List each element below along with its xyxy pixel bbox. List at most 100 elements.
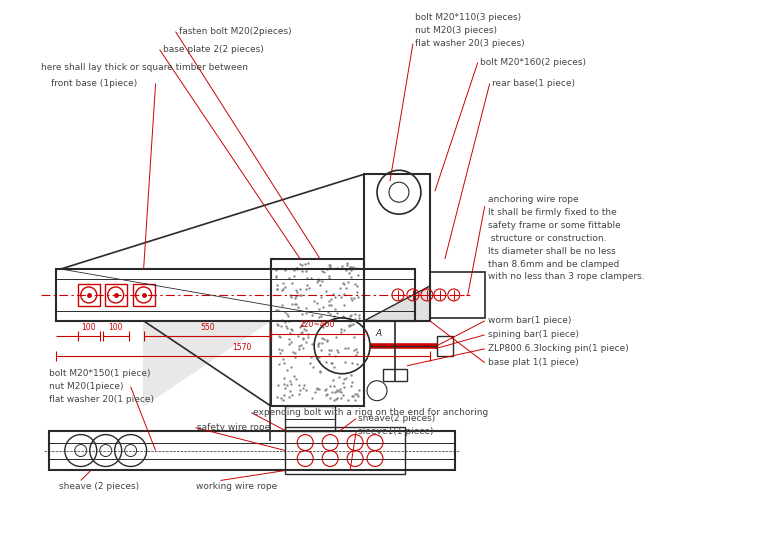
Point: [348, 332, 360, 341]
Text: Its diameter shall be no less: Its diameter shall be no less: [488, 247, 615, 255]
Point: [278, 358, 291, 367]
Point: [350, 345, 362, 353]
Point: [348, 280, 361, 288]
Point: [277, 285, 289, 293]
Point: [342, 344, 355, 352]
Point: [338, 278, 350, 287]
Point: [314, 280, 326, 289]
Point: [274, 349, 286, 358]
Point: [294, 322, 306, 331]
Point: [293, 381, 305, 390]
Point: [288, 293, 301, 302]
Point: [328, 352, 341, 360]
Point: [312, 276, 325, 285]
Point: [331, 386, 343, 395]
Point: [288, 272, 301, 280]
Point: [278, 391, 290, 400]
Point: [313, 357, 325, 365]
Point: [275, 286, 288, 294]
Text: than 8.6mm and be clamped: than 8.6mm and be clamped: [488, 260, 619, 268]
Point: [284, 329, 296, 338]
Point: [271, 393, 283, 402]
Point: [322, 308, 335, 317]
Point: [291, 288, 303, 296]
Text: sheave(2 pieces): sheave(2 pieces): [358, 414, 435, 423]
Point: [320, 384, 332, 393]
Point: [321, 336, 333, 345]
Point: [290, 375, 302, 384]
Point: [295, 341, 308, 349]
Point: [270, 273, 282, 281]
Point: [298, 260, 311, 268]
Bar: [285, 427, 405, 474]
Point: [331, 394, 343, 403]
Text: worm bar(1 piece): worm bar(1 piece): [488, 316, 571, 325]
Point: [298, 381, 311, 390]
Point: [345, 321, 358, 329]
Point: [345, 272, 358, 281]
Point: [315, 293, 327, 301]
Point: [349, 310, 361, 319]
Text: here shall lay thick or square timber between: here shall lay thick or square timber be…: [41, 63, 248, 72]
Point: [329, 315, 341, 324]
Point: [298, 324, 310, 333]
Point: [275, 316, 288, 325]
Point: [272, 345, 285, 354]
Point: [311, 298, 324, 307]
Point: [323, 261, 335, 269]
Text: flat washer 20(1 piece): flat washer 20(1 piece): [49, 395, 154, 404]
Point: [292, 332, 305, 340]
Bar: [364, 174, 430, 321]
Text: 1570: 1570: [233, 344, 252, 352]
Point: [348, 294, 360, 302]
Text: safety wire rope: safety wire rope: [198, 423, 271, 432]
Point: [336, 262, 348, 270]
Point: [281, 309, 294, 318]
Point: [325, 358, 338, 367]
Bar: [437, 336, 453, 356]
Point: [301, 285, 313, 293]
Point: [349, 395, 361, 404]
Point: [337, 311, 349, 320]
Point: [346, 295, 358, 304]
Text: bolt M20*160(2 pieces): bolt M20*160(2 pieces): [480, 58, 586, 67]
Point: [293, 342, 305, 351]
Point: [337, 391, 349, 400]
Point: [320, 358, 332, 366]
Point: [321, 390, 333, 399]
Point: [344, 316, 356, 325]
Point: [283, 340, 295, 349]
Point: [270, 266, 282, 274]
Point: [341, 278, 354, 286]
Point: [315, 312, 328, 321]
Point: [326, 387, 338, 396]
Point: [345, 391, 358, 400]
Point: [306, 362, 318, 371]
Point: [325, 393, 337, 402]
Point: [293, 390, 305, 398]
Point: [323, 296, 335, 305]
Bar: [132, 284, 155, 306]
Text: 220~460: 220~460: [299, 320, 335, 329]
Point: [321, 337, 333, 345]
Point: [290, 264, 302, 273]
Point: [305, 340, 318, 348]
Point: [330, 395, 342, 404]
Point: [328, 293, 341, 301]
Point: [290, 286, 302, 295]
Point: [300, 304, 312, 313]
Point: [271, 320, 283, 328]
Point: [332, 387, 345, 395]
Point: [305, 353, 317, 362]
Point: [327, 289, 339, 298]
Point: [351, 390, 363, 398]
Point: [282, 317, 295, 326]
Point: [285, 391, 298, 400]
Point: [347, 263, 359, 272]
Point: [351, 281, 363, 290]
Point: [278, 373, 290, 382]
Point: [324, 310, 336, 319]
Point: [340, 283, 352, 292]
Point: [291, 302, 304, 311]
Text: safety frame or some fittable: safety frame or some fittable: [488, 221, 621, 229]
